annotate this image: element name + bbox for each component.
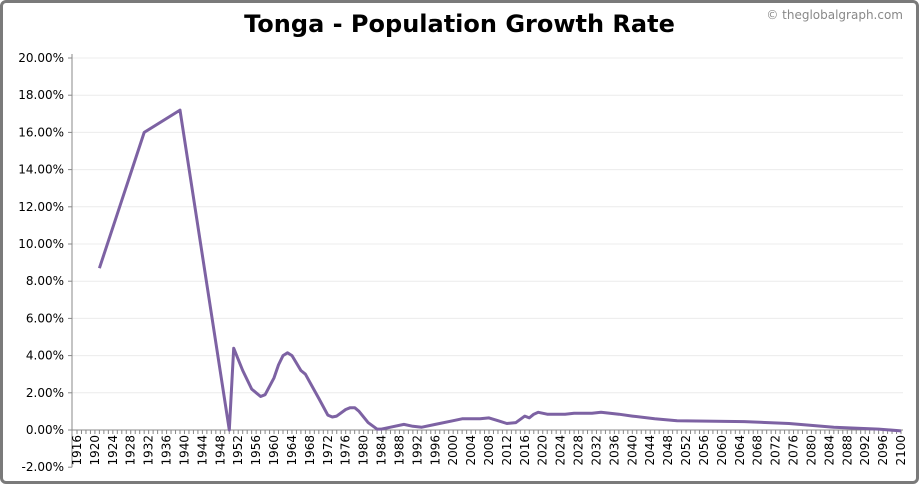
x-tick-label: 2056 bbox=[697, 435, 711, 466]
series-line bbox=[97, 108, 902, 433]
x-tick-label: 1984 bbox=[375, 435, 389, 466]
x-tick-label: 2060 bbox=[715, 435, 729, 466]
x-tick-label: 2008 bbox=[482, 435, 496, 466]
x-tick-label: 1992 bbox=[410, 435, 424, 466]
y-tick-label: 16.00% bbox=[18, 125, 64, 139]
x-tick-label: 2044 bbox=[643, 435, 657, 466]
x-tick-label: 2032 bbox=[589, 435, 603, 466]
y-tick-label: 20.00% bbox=[18, 51, 64, 65]
x-tick-label: 1920 bbox=[88, 435, 102, 466]
x-tick-label: 2028 bbox=[572, 435, 586, 466]
chart-title: Tonga - Population Growth Rate bbox=[244, 10, 675, 38]
x-tick-label: 2048 bbox=[661, 435, 675, 466]
y-tick-label: 10.00% bbox=[18, 237, 64, 251]
y-tick-label: 4.00% bbox=[26, 349, 64, 363]
y-tick-label: -2.00% bbox=[22, 460, 64, 474]
x-tick-label: 2088 bbox=[840, 435, 854, 466]
x-tick-label: 1948 bbox=[213, 435, 227, 466]
x-tick-label: 2084 bbox=[822, 435, 836, 466]
x-tick-label: 2068 bbox=[751, 435, 765, 466]
y-tick-label: 18.00% bbox=[18, 88, 64, 102]
x-tick-label: 2036 bbox=[607, 435, 621, 466]
x-tick-label: 1996 bbox=[428, 435, 442, 466]
x-tick-label: 1956 bbox=[249, 435, 263, 466]
x-tick-label: 1932 bbox=[142, 435, 156, 466]
x-tick-label: 2080 bbox=[804, 435, 818, 466]
y-tick-label: 0.00% bbox=[26, 423, 64, 437]
x-tick-label: 1988 bbox=[392, 435, 406, 466]
x-tick-label: 1952 bbox=[231, 435, 245, 466]
x-tick-label: 1940 bbox=[177, 435, 191, 466]
x-tick-label: 1924 bbox=[106, 435, 120, 466]
x-tick-label: 1960 bbox=[267, 435, 281, 466]
y-tick-label: 14.00% bbox=[18, 163, 64, 177]
x-tick-label: 1928 bbox=[124, 435, 138, 466]
x-tick-label: 2052 bbox=[679, 435, 693, 466]
x-tick-label: 2024 bbox=[554, 435, 568, 466]
y-tick-label: 12.00% bbox=[18, 200, 64, 214]
x-tick-label: 2072 bbox=[769, 435, 783, 466]
x-tick-label: 1916 bbox=[70, 435, 84, 466]
y-tick-label: 2.00% bbox=[26, 386, 64, 400]
x-tick-label: 2100 bbox=[894, 435, 908, 466]
x-tick-label: 1968 bbox=[303, 435, 317, 466]
x-tick-label: 2012 bbox=[500, 435, 514, 466]
x-tick-label: 2004 bbox=[464, 435, 478, 466]
x-tick-label: 1980 bbox=[357, 435, 371, 466]
x-tick-label: 1964 bbox=[285, 435, 299, 466]
x-tick-label: 1944 bbox=[195, 435, 209, 466]
x-tick-label: 2076 bbox=[787, 435, 801, 466]
x-tick-label: 2092 bbox=[858, 435, 872, 466]
x-tick-label: 2020 bbox=[536, 435, 550, 466]
x-tick-label: 2016 bbox=[518, 435, 532, 466]
x-tick-label: 2096 bbox=[876, 435, 890, 466]
x-tick-label: 1972 bbox=[321, 435, 335, 466]
y-tick-label: 8.00% bbox=[26, 274, 64, 288]
x-tick-label: 2040 bbox=[625, 435, 639, 466]
x-tick-label: 2064 bbox=[733, 435, 747, 466]
copyright: © theglobalgraph.com bbox=[766, 8, 903, 22]
x-tick-label: 1936 bbox=[160, 435, 174, 466]
y-tick-label: 6.00% bbox=[26, 311, 64, 325]
x-tick-label: 2000 bbox=[446, 435, 460, 466]
x-tick-label: 1976 bbox=[339, 435, 353, 466]
